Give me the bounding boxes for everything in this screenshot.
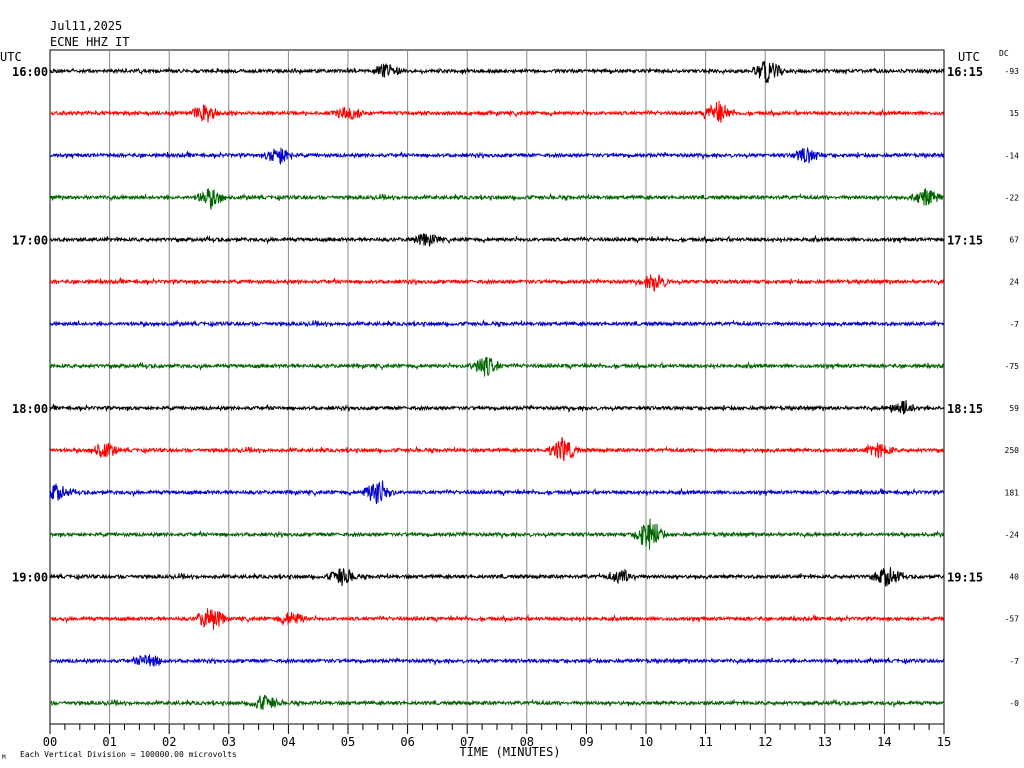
seismic-trace [49,400,945,415]
dc-offset-label: 15 [1009,109,1019,118]
seismic-trace [49,436,945,461]
plot-frame [49,49,945,725]
right-time-label: 19:15 [947,571,983,585]
scale-note: Each Vertical Division = 100000.00 micro… [20,750,237,759]
seismic-trace [49,233,945,247]
x-tick-label: 10 [639,735,653,749]
left-time-label: 19:00 [12,571,48,585]
x-tick-label: 14 [877,735,891,749]
x-tick-label: 08 [520,735,534,749]
right-time-label: 17:15 [947,234,983,248]
dc-offset-label: 59 [1009,404,1019,413]
dc-offset-label: -57 [1005,615,1020,624]
dc-offset-label: 67 [1009,236,1019,245]
dc-offset-label: -7 [1009,657,1019,666]
seismic-trace [49,274,945,292]
utc-left-label: UTC [0,50,22,64]
seismic-trace [49,319,945,328]
x-tick-label: 11 [698,735,712,749]
utc-right-label: UTC [958,50,980,64]
seismic-trace [49,356,945,377]
x-tick-label: 03 [222,735,236,749]
x-tick-label: 12 [758,735,772,749]
seismic-trace [49,608,945,630]
left-time-label: 18:00 [12,402,48,416]
seismic-trace [49,654,945,667]
seismic-trace [49,694,945,710]
dc-offset-label: -0 [1009,699,1019,708]
dc-offset-label: 40 [1009,573,1019,582]
x-tick-label: 09 [579,735,593,749]
dc-offset-label: 250 [1005,446,1020,455]
seismic-trace [49,567,945,587]
x-tick-label: 00 [43,735,57,749]
seismic-trace [49,518,945,550]
dc-offset-label: -93 [1005,67,1020,76]
dc-offset-label: -22 [1005,193,1020,202]
left-time-label: 16:00 [12,65,48,79]
x-tick-label: 13 [818,735,832,749]
dc-offset-label: 181 [1005,488,1020,497]
dc-offset-label: -75 [1005,362,1020,371]
dc-offset-label: -7 [1009,320,1019,329]
footer-mark: M [2,754,6,761]
chart-date: Jul11,2025 [50,19,123,33]
x-tick-label: 06 [400,735,414,749]
left-time-label: 17:00 [12,234,48,248]
x-tick-label: 04 [281,735,295,749]
right-time-label: 18:15 [947,402,983,416]
x-tick-label: 15 [937,735,951,749]
dc-offset-label: -14 [1005,151,1020,160]
dc-offset-label: 24 [1009,278,1019,287]
seismic-trace [49,60,945,83]
seismic-trace [49,480,945,505]
station-code: ECNE HHZ IT [50,35,130,49]
x-tick-label: 07 [460,735,474,749]
seismic-trace [49,188,945,210]
right-time-label: 16:15 [947,65,983,79]
dc-header-label: DC [999,49,1009,58]
seismic-trace [50,100,945,124]
x-tick-label: 02 [162,735,176,749]
x-tick-label: 01 [102,735,116,749]
x-axis-label: TIME (MINUTES) [459,745,560,759]
x-tick-label: 05 [341,735,355,749]
dc-offset-label: -24 [1005,530,1020,539]
seismic-trace [49,146,945,166]
